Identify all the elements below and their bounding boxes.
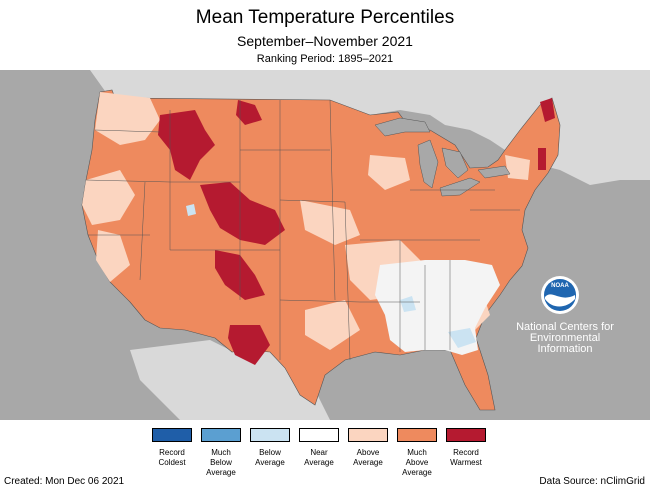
legend-label-line: Average [255, 458, 285, 467]
legend-label-line: Above [405, 458, 429, 467]
map-title: Mean Temperature Percentiles [195, 7, 455, 28]
legend-swatch [446, 428, 486, 442]
legend-item-record-warmest: Record Warmest [444, 428, 488, 468]
legend-label-line: Coldest [158, 458, 186, 467]
below-average-areas [186, 204, 476, 348]
state-borders [85, 99, 520, 361]
canada-land [90, 70, 650, 185]
map-subtitle: September–November 2021 [237, 33, 413, 49]
above-average-areas [82, 92, 530, 350]
legend-label: Below Average [248, 448, 292, 468]
map-panel [0, 70, 650, 420]
legend-swatch [250, 428, 290, 442]
legend: Record Coldest Much Below Average Below … [150, 428, 490, 484]
legend-label-line: Record [453, 448, 479, 457]
legend-swatch [201, 428, 241, 442]
legend-item-much-above: Much Above Average [395, 428, 439, 478]
legend-swatch [397, 428, 437, 442]
created-date: Created: Mon Dec 06 2021 [4, 476, 125, 487]
legend-label-line: Much [407, 448, 427, 457]
legend-swatch [152, 428, 192, 442]
us-map [81, 70, 650, 420]
ncei-label: National Centers for Environmental Infor… [505, 322, 625, 355]
legend-label-line: Below [259, 448, 281, 457]
noaa-logo-text: NOAA [551, 283, 569, 289]
legend-label: Much Above Average [395, 448, 439, 478]
legend-item-much-below: Much Below Average [199, 428, 243, 478]
legend-item-below: Below Average [248, 428, 292, 468]
noaa-logo-icon: NOAA [541, 276, 579, 314]
legend-label: Record Warmest [444, 448, 488, 468]
near-average-southeast [375, 260, 500, 355]
legend-label-line: Near [310, 448, 328, 457]
legend-label-line: Average [206, 468, 236, 477]
legend-label-line: Average [402, 468, 432, 477]
legend-swatch [299, 428, 339, 442]
ncei-line-3: Information [537, 343, 593, 355]
legend-label-line: Average [353, 458, 383, 467]
data-source: Data Source: nClimGrid [539, 476, 645, 487]
legend-item-record-coldest: Record Coldest [150, 428, 194, 468]
great-lakes [374, 117, 511, 197]
ncei-line-1: National Centers for [516, 321, 614, 333]
legend-item-near: Near Average [297, 428, 341, 468]
legend-label-line: Warmest [450, 458, 482, 467]
legend-label: Much Below Average [199, 448, 243, 478]
legend-label-line: Above [356, 448, 380, 457]
legend-swatch [348, 428, 388, 442]
legend-label: Record Coldest [150, 448, 194, 468]
legend-label-line: Below [210, 458, 232, 467]
legend-label-line: Much [211, 448, 231, 457]
legend-label-line: Record [159, 448, 185, 457]
ranking-period: Ranking Period: 1895–2021 [256, 53, 394, 65]
legend-label: Above Average [346, 448, 390, 468]
legend-label-line: Average [304, 458, 334, 467]
legend-label: Near Average [297, 448, 341, 468]
ncei-line-2: Environmental [529, 332, 601, 344]
legend-item-above: Above Average [346, 428, 390, 468]
